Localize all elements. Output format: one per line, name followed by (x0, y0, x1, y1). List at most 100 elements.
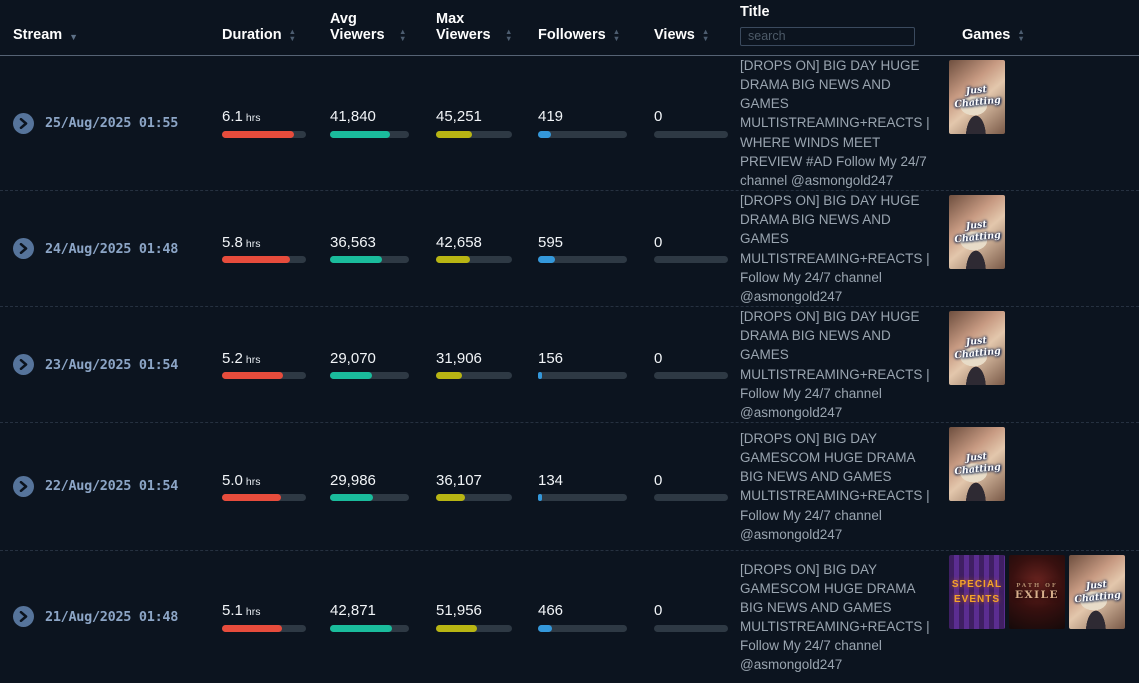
max-viewers-value: 51,956 (436, 602, 482, 620)
avg-viewers-value: 42,871 (330, 602, 376, 620)
stream-cell: 23/Aug/2025 01:54 (0, 354, 222, 375)
column-header-followers: Followers ▲ ▼ (538, 0, 654, 55)
followers-bar-fill (538, 494, 542, 502)
game-name: SPECIAL EVENTS (951, 578, 1003, 605)
avg-viewers-cell: 41,840 (330, 108, 436, 138)
sort-desc-icon[interactable]: ▼ (69, 32, 79, 42)
sort-icon[interactable]: ▲ ▼ (288, 26, 297, 43)
game-thumbnail-just-chatting[interactable]: Just Chatting (949, 311, 1005, 386)
duration-cell: 6.1 hrs (222, 108, 330, 138)
sort-icon[interactable]: ▲ ▼ (399, 26, 407, 43)
stream-title: [DROPS ON] BIG DAY HUGE DRAMA BIG NEWS A… (740, 193, 930, 304)
column-header-max-viewers: Max Viewers ▲ ▼ (436, 0, 538, 55)
max-viewers-value: 36,107 (436, 471, 482, 489)
stream-header-label[interactable]: Stream (13, 27, 63, 44)
duration-unit: hrs (245, 353, 261, 366)
expand-stream-button[interactable] (13, 475, 34, 497)
duration-value: 6.1 hrs (222, 108, 330, 125)
duration-value: 5.2 hrs (222, 350, 330, 367)
game-name: Just Chatting (953, 451, 1002, 478)
max-viewers-value: 45,251 (436, 108, 482, 126)
sort-icon[interactable]: ▲ ▼ (612, 26, 621, 43)
game-thumbnail-just-chatting[interactable]: Just Chatting (949, 60, 1005, 134)
game-thumbnail-special-events[interactable]: SPECIAL EVENTS (949, 554, 1005, 629)
duration-number: 5.2 (222, 349, 243, 367)
stream-title: [DROPS ON] BIG DAY GAMESCOM HUGE DRAMA B… (740, 561, 930, 673)
expand-stream-button[interactable] (13, 112, 34, 134)
expand-stream-button[interactable] (13, 606, 34, 628)
title-search-input[interactable] (740, 26, 915, 46)
avg-viewers-bar-fill (330, 494, 373, 502)
stream-cell: 22/Aug/2025 01:54 (0, 475, 222, 497)
game-thumbnail-path-of-exile[interactable]: PATH OF EXILE (1009, 554, 1065, 629)
avg-viewers-bar-fill (330, 372, 372, 380)
avg-viewers-cell: 29,986 (330, 472, 436, 502)
views-cell: 0 (654, 472, 740, 502)
duration-bar (222, 256, 306, 264)
sort-icon[interactable]: ▲ ▼ (505, 26, 513, 43)
stream-cell: 24/Aug/2025 01:48 (0, 238, 222, 260)
views-cell: 0 (654, 350, 740, 380)
table-header: Stream ▼ Duration ▲ ▼ Avg Viewers ▲ ▼ Max … (0, 0, 1139, 56)
followers-bar (538, 624, 627, 632)
duration-header-label[interactable]: Duration (222, 27, 282, 44)
duration-bar (222, 494, 306, 502)
followers-bar-fill (538, 256, 555, 264)
stream-date-link[interactable]: 21/Aug/2025 01:48 (45, 608, 179, 625)
sort-icon[interactable]: ▲ ▼ (701, 26, 710, 43)
game-name: PATH OF EXILE (1015, 582, 1059, 601)
max-viewers-bar-fill (436, 624, 478, 632)
followers-value: 156 (538, 349, 564, 367)
game-name-small: PATH OF (1016, 582, 1058, 589)
expand-stream-button[interactable] (13, 354, 34, 375)
duration-number: 5.1 (222, 602, 243, 620)
game-thumbnail-just-chatting[interactable]: Just Chatting (1069, 554, 1125, 629)
views-cell: 0 (654, 602, 740, 632)
max-viewers-header-label[interactable]: Max Viewers (436, 10, 491, 44)
followers-value: 466 (538, 602, 564, 620)
game-name: Just Chatting (1073, 579, 1122, 606)
column-header-duration: Duration ▲ ▼ (222, 0, 330, 55)
game-thumbnail-just-chatting[interactable]: Just Chatting (949, 195, 1005, 270)
duration-cell: 5.1 hrs (222, 602, 330, 632)
duration-cell: 5.2 hrs (222, 350, 330, 380)
expand-stream-button[interactable] (13, 238, 34, 260)
avg-viewers-header-label[interactable]: Avg Viewers (330, 10, 385, 44)
duration-unit: hrs (245, 237, 261, 250)
max-viewers-cell: 42,658 (436, 233, 538, 264)
max-viewers-value: 42,658 (436, 233, 482, 251)
stream-date-link[interactable]: 23/Aug/2025 01:54 (45, 356, 179, 373)
stream-date-link[interactable]: 24/Aug/2025 01:48 (45, 240, 179, 257)
stream-date-link[interactable]: 25/Aug/2025 01:55 (45, 115, 179, 132)
duration-value: 5.8 hrs (222, 234, 330, 251)
games-cell: Just Chatting (945, 191, 1139, 270)
followers-cell: 134 (538, 472, 654, 502)
max-viewers-bar (436, 256, 512, 264)
max-viewers-bar (436, 624, 512, 632)
stream-cell: 21/Aug/2025 01:48 (0, 606, 222, 628)
followers-bar (538, 130, 627, 138)
max-viewers-bar (436, 372, 512, 380)
games-header-label[interactable]: Games (962, 27, 1011, 44)
views-bar (654, 372, 728, 380)
chevron-right-icon (19, 243, 28, 255)
followers-header-label[interactable]: Followers (538, 27, 606, 44)
sort-icon[interactable]: ▲ ▼ (1017, 26, 1025, 43)
duration-unit: hrs (245, 112, 261, 125)
max-viewers-cell: 51,956 (436, 602, 538, 632)
column-header-views: Views ▲ ▼ (654, 0, 740, 55)
duration-bar (222, 624, 306, 632)
views-bar (654, 494, 728, 502)
max-viewers-bar-fill (436, 256, 471, 264)
views-header-label[interactable]: Views (654, 27, 695, 44)
avg-viewers-bar (330, 624, 409, 632)
column-header-title: Title (740, 0, 945, 55)
views-cell: 0 (654, 234, 740, 264)
followers-bar-fill (538, 372, 543, 380)
duration-value: 5.1 hrs (222, 602, 330, 619)
chevron-right-icon (19, 480, 28, 492)
game-thumbnail-just-chatting[interactable]: Just Chatting (949, 426, 1005, 501)
duration-bar (222, 130, 306, 138)
max-viewers-bar (436, 494, 512, 502)
stream-date-link[interactable]: 22/Aug/2025 01:54 (45, 478, 179, 495)
